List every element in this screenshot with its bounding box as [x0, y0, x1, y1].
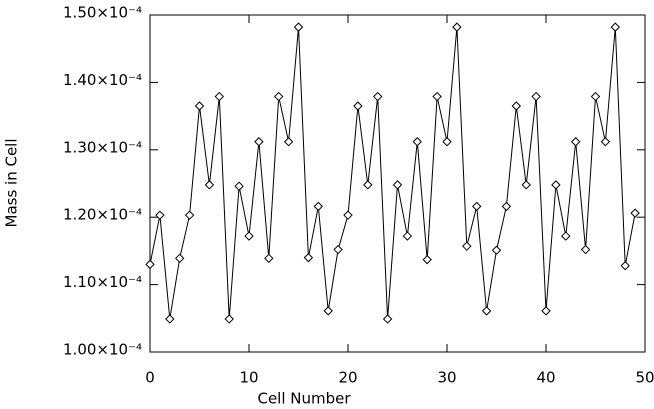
y-tick-label: 1.50×10⁻⁴ [63, 4, 142, 22]
data-point [184, 210, 195, 220]
data-point [630, 208, 640, 218]
data-point [442, 137, 452, 147]
data-point [174, 253, 185, 264]
data-point [343, 210, 353, 220]
x-tick-label: 40 [536, 369, 555, 387]
x-tick-label: 0 [145, 369, 155, 387]
data-point [224, 314, 234, 324]
data-point [244, 231, 254, 241]
data-point [392, 180, 403, 190]
data-point [432, 91, 442, 102]
data-point [234, 181, 244, 191]
y-tick-label: 1.20×10⁻⁴ [63, 206, 142, 224]
data-point [363, 180, 373, 190]
data-point [561, 231, 571, 241]
data-point [462, 241, 472, 251]
data-point [570, 137, 581, 147]
data-point [214, 91, 225, 102]
data-point [273, 91, 284, 102]
series-line [149, 27, 636, 320]
data-point [313, 201, 324, 212]
y-tick-label: 1.30×10⁻⁴ [63, 138, 142, 156]
x-tick-label: 20 [338, 369, 357, 387]
y-tick-label: 1.10×10⁻⁴ [63, 273, 142, 291]
data-point [501, 201, 512, 212]
data-point [155, 210, 165, 220]
y-tick-label: 1.40×10⁻⁴ [63, 71, 142, 89]
data-point [204, 180, 215, 190]
data-point [194, 101, 205, 111]
data-point [264, 253, 274, 264]
x-tick-label: 50 [635, 369, 654, 387]
data-point [402, 231, 413, 241]
data-point [303, 252, 314, 263]
data-point [422, 254, 432, 265]
data-point [491, 245, 502, 255]
data-point [293, 22, 304, 32]
data-point [283, 137, 294, 147]
data-point [531, 91, 541, 102]
x-tick-label: 30 [437, 369, 456, 387]
data-point [600, 137, 611, 147]
data-point [590, 91, 601, 102]
data-point [551, 180, 561, 190]
data-point [452, 22, 462, 32]
data-point [165, 314, 175, 324]
data-point [372, 91, 383, 102]
data-point [620, 261, 630, 271]
y-axis-label: Mass in Cell [3, 138, 21, 227]
data-point [580, 244, 591, 255]
x-tick-label: 10 [239, 369, 258, 387]
data-point [382, 314, 393, 324]
plot-frame [149, 14, 646, 353]
x-axis-label: Cell Number [257, 390, 351, 408]
data-point [412, 137, 423, 147]
data-point [254, 137, 264, 147]
data-point [471, 201, 482, 212]
data-point [521, 180, 531, 190]
data-point [610, 22, 621, 32]
data-point [481, 306, 492, 316]
data-point [511, 101, 522, 111]
y-tick-label: 1.00×10⁻⁴ [63, 341, 142, 359]
data-point [333, 244, 343, 255]
data-point [541, 306, 551, 316]
data-point [323, 306, 333, 316]
data-point [353, 101, 363, 111]
data-point [145, 259, 155, 270]
